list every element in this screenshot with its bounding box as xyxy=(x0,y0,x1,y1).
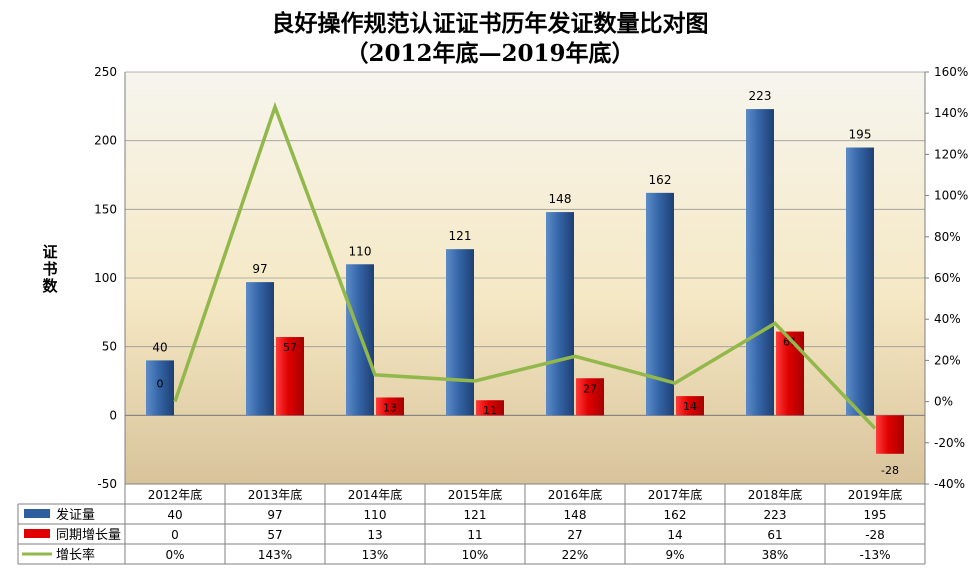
table-cell: 223 xyxy=(764,508,787,522)
table-cell: 148 xyxy=(564,508,587,522)
table-cell: 121 xyxy=(464,508,487,522)
table-cell: 40 xyxy=(167,508,182,522)
line-growth-rate xyxy=(173,101,877,430)
table-cell: 10% xyxy=(462,548,489,562)
y-tick-label-left: 100 xyxy=(94,271,117,285)
y-tick-label-right: 0% xyxy=(934,395,953,409)
table-cell: 38% xyxy=(762,548,789,562)
data-table-body xyxy=(18,504,925,564)
data-label-issued: 97 xyxy=(252,262,267,276)
table-cell: 11 xyxy=(467,528,482,542)
x-tick-label: 2016年底 xyxy=(548,487,603,502)
bar-growth xyxy=(576,378,604,416)
data-label-issued: 162 xyxy=(649,173,672,187)
table-cell: 110 xyxy=(364,508,387,522)
legend-swatch-growth xyxy=(24,529,50,538)
data-label-growth: 11 xyxy=(483,404,497,417)
table-cell: 97 xyxy=(267,508,282,522)
table-cell: 9% xyxy=(665,548,684,562)
bar-issued xyxy=(246,282,274,416)
y-axis-label: 证 书 数 xyxy=(40,244,60,295)
y-tick-label-right: -40% xyxy=(934,477,965,491)
data-label-growth: 13 xyxy=(383,401,397,414)
bar-growth xyxy=(476,400,504,416)
y-tick-label-right: 60% xyxy=(934,271,961,285)
table-cell: 162 xyxy=(664,508,687,522)
table-cell: 22% xyxy=(562,548,589,562)
table-cell: 143% xyxy=(258,548,292,562)
table-cell: 0% xyxy=(165,548,184,562)
y-tick-label-right: 120% xyxy=(934,147,968,161)
legend-label: 发证量 xyxy=(56,507,95,523)
y-axis-label-char: 证 xyxy=(42,243,58,261)
table-cell: 13 xyxy=(367,528,382,542)
table-cell: -28 xyxy=(865,528,885,542)
x-tick-label: 2018年底 xyxy=(748,487,803,502)
bar-issued xyxy=(446,249,474,416)
y-tick-label-left: 200 xyxy=(94,134,117,148)
data-label-growth: 14 xyxy=(683,400,697,413)
legend-swatch-issued xyxy=(24,509,50,518)
data-label-issued: 110 xyxy=(349,244,372,258)
chart-title: 良好操作规范认证证书历年发证数量比对图 xyxy=(271,10,709,37)
table-cell: 61 xyxy=(767,528,782,542)
x-tick-label: 2014年底 xyxy=(348,487,403,502)
bar-growth xyxy=(276,337,304,416)
y-tick-label-left: 0 xyxy=(109,408,117,422)
data-label-issued: 148 xyxy=(549,192,572,206)
bar-issued xyxy=(746,109,774,416)
data-label-growth: 27 xyxy=(583,382,597,395)
bar-issued xyxy=(346,264,374,416)
data-label-issued: 40 xyxy=(152,340,167,354)
x-tick-label: 2017年底 xyxy=(648,487,703,502)
y-tick-label-right: 20% xyxy=(934,353,961,367)
y-tick-label-right: -20% xyxy=(934,436,965,450)
bar-issued xyxy=(846,147,874,416)
data-label-growth: 0 xyxy=(157,377,164,390)
y-tick-label-left: 150 xyxy=(94,202,117,216)
bar-issued xyxy=(146,360,174,416)
bar-growth xyxy=(376,397,404,416)
data-label-growth: 61 xyxy=(783,336,797,349)
table-cell: 0 xyxy=(171,528,179,542)
table-cell: 14 xyxy=(667,528,682,542)
y-tick-label-right: 100% xyxy=(934,189,968,203)
bar-growth xyxy=(676,396,704,416)
data-label-growth: 57 xyxy=(283,341,297,354)
y-axis-label-char: 书 xyxy=(42,260,58,278)
legend-label: 同期增长量 xyxy=(56,528,121,543)
y-tick-label-right: 140% xyxy=(934,106,968,120)
y-tick-label-left: 50 xyxy=(102,340,117,354)
y-tick-label-right: 160% xyxy=(934,65,968,79)
table-cell: 57 xyxy=(267,528,282,542)
table-cell: -13% xyxy=(859,548,890,562)
y-tick-label-left: -50 xyxy=(97,477,117,491)
bar-growth xyxy=(776,331,804,416)
y-tick-label-left: 250 xyxy=(94,65,117,79)
bar-issued xyxy=(546,212,574,416)
data-label-growth: -28 xyxy=(881,464,899,477)
y-tick-label-right: 80% xyxy=(934,230,961,244)
table-cell: 27 xyxy=(567,528,582,542)
y-axis-label-char: 数 xyxy=(42,277,58,295)
y-tick-label-right: 40% xyxy=(934,312,961,326)
x-tick-label: 2012年底 xyxy=(148,487,203,502)
table-cell: 195 xyxy=(864,508,887,522)
x-tick-label: 2019年底 xyxy=(848,487,903,502)
x-tick-label: 2015年底 xyxy=(448,487,503,502)
table-cell: 13% xyxy=(362,548,389,562)
bar-growth xyxy=(876,415,904,454)
x-tick-label: 2013年底 xyxy=(248,487,303,502)
data-label-issued: 121 xyxy=(449,229,472,243)
legend-label: 增长率 xyxy=(56,547,95,563)
chart-subtitle: （2012年底—2019年底） xyxy=(345,40,635,67)
data-label-issued: 195 xyxy=(849,128,872,142)
data-label-issued: 223 xyxy=(749,89,772,103)
